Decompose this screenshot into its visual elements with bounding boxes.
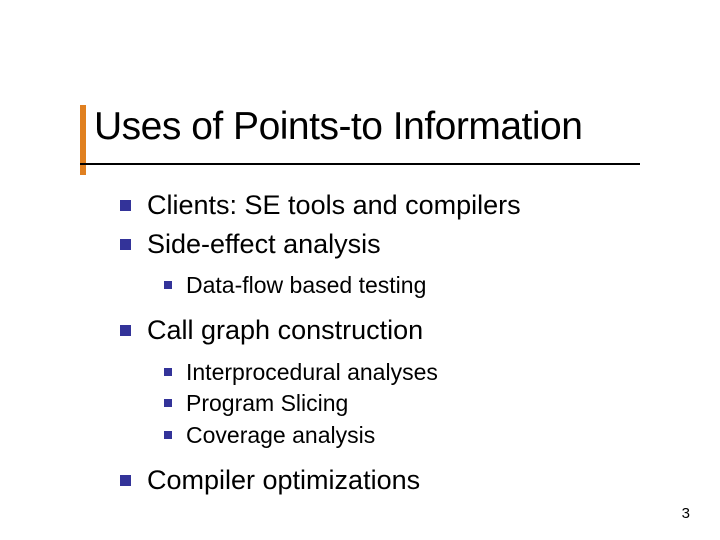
square-bullet-icon [164,281,172,289]
square-bullet-icon [164,368,172,376]
page-number: 3 [682,505,690,522]
list-item: Data-flow based testing [164,271,660,301]
list-item: Call graph construction [120,313,660,348]
list-item-text: Call graph construction [147,313,423,348]
square-bullet-icon [164,399,172,407]
list-item: Coverage analysis [164,421,660,451]
slide-title: Uses of Points-to Information [94,105,582,149]
square-bullet-icon [164,431,172,439]
slide-content: Clients: SE tools and compilers Side-eff… [120,188,660,502]
list-item-text: Clients: SE tools and compilers [147,188,521,223]
title-underline [80,163,640,165]
list-item-text: Data-flow based testing [186,271,426,301]
list-item: Program Slicing [164,389,660,419]
list-item: Clients: SE tools and compilers [120,188,660,223]
list-item: Interprocedural analyses [164,358,660,388]
list-item-text: Compiler optimizations [147,463,420,498]
list-item-text: Program Slicing [186,389,348,419]
list-item: Side-effect analysis [120,227,660,262]
sublist: Data-flow based testing [164,271,660,301]
square-bullet-icon [120,200,131,211]
square-bullet-icon [120,239,131,250]
square-bullet-icon [120,475,131,486]
sublist: Interprocedural analyses Program Slicing… [164,358,660,452]
list-item-text: Side-effect analysis [147,227,381,262]
list-item: Compiler optimizations [120,463,660,498]
list-item-text: Interprocedural analyses [186,358,438,388]
list-item-text: Coverage analysis [186,421,375,451]
square-bullet-icon [120,325,131,336]
